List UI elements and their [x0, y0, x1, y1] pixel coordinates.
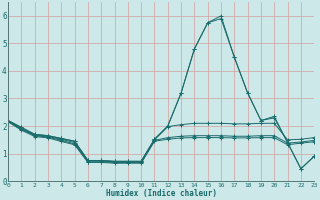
X-axis label: Humidex (Indice chaleur): Humidex (Indice chaleur): [106, 189, 217, 198]
